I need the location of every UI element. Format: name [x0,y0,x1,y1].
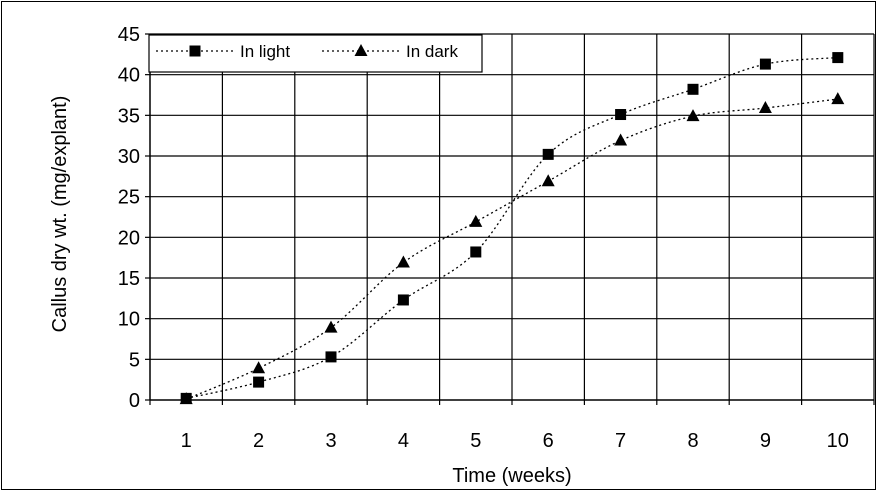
x-tick-label: 6 [543,430,554,452]
legend-label: In light [240,42,290,61]
axes [145,33,875,405]
gridlines [150,33,875,400]
series-line [185,98,838,400]
legend-box [148,34,483,73]
x-tick-label: 4 [398,430,409,452]
series-dark [179,92,845,405]
data-point-square [253,376,265,388]
y-tick-label: 30 [118,146,140,168]
y-tick-label: 10 [118,309,140,331]
data-point-square [687,83,699,95]
data-point-triangle [252,361,266,374]
x-tick-label: 3 [325,430,336,452]
data-point-triangle [179,392,193,405]
data-point-square [759,58,771,70]
y-tick-label: 35 [118,105,140,127]
data-point-square [325,351,337,363]
x-tick-label: 9 [760,430,771,452]
y-tick-label: 5 [129,349,140,371]
data-point-square [542,148,554,160]
data-point-triangle [469,214,483,227]
data-point-triangle [686,109,700,122]
data-point-triangle [396,255,410,268]
x-tick-label: 8 [687,430,698,452]
data-point-triangle [614,133,628,146]
legend: In light In dark [148,34,483,73]
x-tick-label: 1 [181,430,192,452]
series-line [186,56,838,400]
series-layer [179,52,845,405]
data-point-triangle [831,92,845,105]
y-axis-tick-labels: 0 5 10 15 20 25 30 35 40 45 [118,24,140,412]
legend-triangle-marker [354,44,368,56]
data-point-square [470,246,482,258]
y-tick-label: 0 [129,390,140,412]
y-tick-label: 45 [118,24,140,46]
data-point-triangle [758,101,772,114]
y-tick-label: 40 [118,65,140,87]
x-axis-title: Time (weeks) [452,465,571,487]
y-tick-label: 25 [118,187,140,209]
x-tick-label: 7 [615,430,626,452]
y-tick-label: 15 [118,268,140,290]
legend-label: In dark [406,42,458,61]
x-tick-label: 10 [827,430,849,452]
x-tick-label: 5 [470,430,481,452]
data-point-square [615,109,627,121]
data-point-square [832,52,844,64]
x-tick-label: 2 [253,430,264,452]
data-point-triangle [541,174,555,187]
data-point-triangle [324,320,338,333]
x-axis-tick-labels: 1 2 3 4 5 6 7 8 9 10 [181,430,849,452]
data-point-square [397,294,409,306]
y-tick-label: 20 [118,227,140,249]
y-axis-title: Callus dry wt. (mg/explant) [49,96,71,333]
legend-square-marker [189,45,201,57]
